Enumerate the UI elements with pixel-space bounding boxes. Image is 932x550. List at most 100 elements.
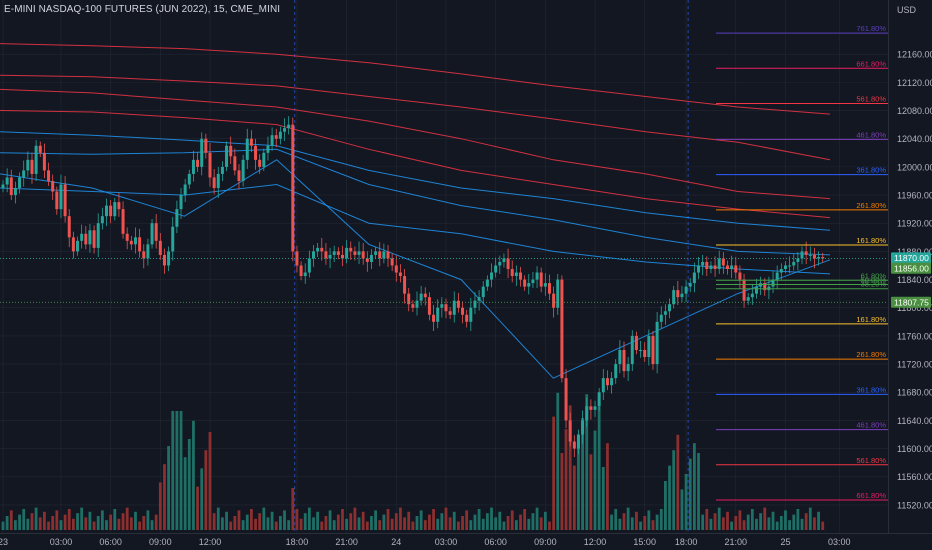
candle-body — [113, 202, 117, 217]
x-tick-label: 12:00 — [584, 537, 607, 547]
volume-bar — [47, 521, 50, 530]
fib-level-label: 761.80% — [856, 24, 886, 33]
volume-bar — [208, 432, 212, 530]
candle-body — [456, 300, 460, 308]
y-tick-label: 11600.00 — [897, 444, 932, 454]
volume-bar — [477, 509, 481, 530]
candle-body — [386, 251, 390, 259]
candle-body — [307, 258, 311, 273]
volume-bar — [635, 511, 638, 530]
x-tick-label: 15:00 — [633, 537, 656, 547]
y-tick-label: 12160.00 — [897, 50, 932, 60]
candle-body — [552, 293, 556, 308]
volume-bar — [436, 518, 440, 530]
volume-bar — [407, 511, 411, 530]
candle-body — [295, 251, 299, 266]
volume-bar — [221, 517, 224, 530]
fib-level-label: 461.80% — [856, 130, 886, 139]
candle-body — [812, 254, 816, 259]
candle-body — [419, 293, 423, 301]
candle-body — [576, 434, 580, 449]
candle-body — [80, 233, 84, 241]
volume-bar — [241, 520, 245, 530]
candle-body — [13, 188, 17, 196]
candle-body — [146, 244, 150, 259]
candle-body — [328, 254, 332, 259]
candle-body — [92, 230, 96, 248]
volume-bar — [680, 489, 684, 530]
candle-body — [1, 184, 5, 189]
volume-bar — [647, 510, 651, 530]
candle-body — [320, 247, 324, 252]
candle-body — [502, 258, 506, 262]
volume-bar — [370, 516, 373, 530]
candle-body — [125, 233, 129, 241]
volume-bar — [759, 513, 763, 530]
candle-body — [361, 251, 365, 259]
currency-label: USD — [897, 5, 917, 15]
candle-body — [684, 286, 688, 294]
volume-bar — [262, 507, 266, 530]
candle-body — [38, 145, 42, 153]
candle-body — [105, 205, 108, 217]
volume-bar — [320, 521, 324, 530]
candle-body — [332, 251, 336, 255]
volume-bar — [316, 511, 320, 530]
candle-body — [564, 378, 568, 421]
volume-bar — [163, 464, 166, 530]
candle-body — [779, 269, 783, 273]
ma-line — [0, 183, 831, 275]
volume-bar — [510, 510, 514, 530]
volume-bar — [121, 513, 125, 530]
candle-body — [200, 138, 204, 167]
volume-bar — [113, 509, 117, 530]
volume-bar — [324, 516, 328, 530]
volume-bar — [742, 520, 746, 530]
candle-body — [249, 138, 253, 146]
x-tick-label: 23 — [0, 537, 8, 547]
x-tick-label: 18:00 — [675, 537, 698, 547]
x-tick-label: 09:00 — [534, 537, 557, 547]
volume-bar — [270, 511, 274, 530]
volume-bar — [204, 450, 208, 530]
candle-body — [179, 195, 183, 210]
candle-body — [312, 251, 315, 259]
candle-body — [71, 237, 75, 252]
volume-bar — [138, 521, 142, 530]
volume-bar — [14, 520, 17, 530]
candle-body — [750, 293, 754, 298]
volume-bar — [390, 518, 394, 530]
candle-body — [187, 173, 191, 185]
candle-body — [254, 145, 258, 160]
candle-body — [303, 272, 307, 277]
volume-bar — [109, 514, 113, 530]
candle-body — [721, 258, 725, 266]
volume-bar — [784, 510, 787, 530]
candle-body — [241, 159, 245, 181]
volume-bar — [564, 429, 568, 530]
candle-body — [481, 286, 485, 298]
volume-bar — [26, 518, 30, 530]
volume-bar — [668, 465, 671, 530]
candle-body — [709, 265, 713, 269]
volume-bar — [250, 509, 253, 530]
candle-body — [233, 156, 237, 171]
y-tick-label: 12040.00 — [897, 134, 932, 144]
fib-level-label: 661.80% — [856, 491, 886, 500]
volume-bar — [274, 521, 278, 530]
volume-bar — [804, 513, 808, 530]
volume-bar — [514, 520, 518, 530]
candle-body — [523, 279, 527, 287]
candle-body — [204, 138, 208, 153]
volume-bar — [51, 516, 55, 530]
volume-bar — [154, 514, 158, 530]
candle-body — [730, 265, 734, 269]
candle-body — [225, 145, 229, 167]
volume-bar — [196, 486, 199, 530]
volume-bar — [763, 507, 767, 530]
candle-body — [771, 279, 775, 287]
volume-bar — [332, 520, 336, 530]
volume-bar — [788, 520, 791, 530]
candle-body — [22, 170, 26, 178]
